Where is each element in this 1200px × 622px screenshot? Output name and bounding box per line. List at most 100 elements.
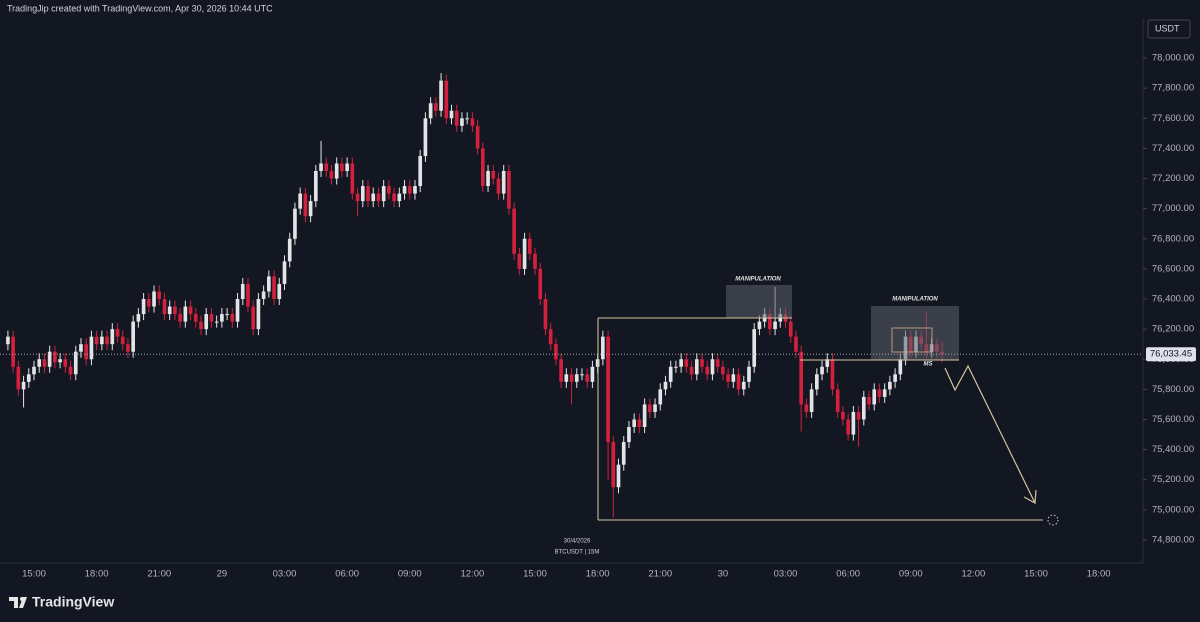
candle-body: [527, 238, 532, 254]
candle-body: [334, 163, 339, 179]
candle-body: [350, 163, 355, 194]
logo-icon[interactable]: [20, 597, 24, 601]
target-marker: [1047, 514, 1059, 526]
currency[interactable]: USDT: [1155, 23, 1180, 33]
zone-box: [871, 306, 959, 360]
x-tick-label: 30: [718, 569, 729, 580]
y-tick-label: 75,400.00: [1152, 444, 1194, 455]
candle-body: [564, 374, 569, 382]
candles: [6, 73, 944, 518]
x-tick-label: 06:00: [335, 569, 359, 580]
candle-body: [110, 329, 115, 345]
candle-body: [637, 419, 642, 428]
candle-body: [590, 366, 595, 382]
x-tick-label: 29: [217, 569, 228, 580]
candle-body: [246, 283, 250, 307]
x-tick-label: 21:00: [648, 569, 672, 580]
candle-body: [882, 389, 887, 397]
candle-body: [554, 344, 558, 360]
candle-body: [11, 336, 15, 367]
attribution: TradingJip created with TradingView.com,…: [7, 3, 273, 13]
candle-body: [533, 253, 537, 269]
footer-logo[interactable]: TradingView: [9, 594, 114, 610]
candle-body: [329, 171, 334, 179]
y-tick-label: 76,600.00: [1152, 263, 1194, 274]
candle-body: [63, 359, 68, 367]
y-tick-label: 75,200.00: [1152, 474, 1194, 485]
candle-body: [449, 110, 454, 119]
candle-body: [387, 186, 391, 194]
candle-body: [616, 464, 621, 488]
candle-body: [475, 125, 480, 149]
logo-text[interactable]: TradingView: [32, 594, 114, 610]
candle-body: [684, 359, 689, 367]
candle-body: [851, 411, 856, 435]
candle-body: [293, 208, 297, 239]
candle-body: [73, 351, 78, 375]
candle-body: [736, 374, 741, 390]
candle-body: [303, 193, 308, 217]
candle-body: [809, 389, 814, 412]
candle-body: [413, 186, 417, 194]
candle-body: [272, 276, 276, 300]
candle-body: [522, 238, 527, 269]
candle-body: [721, 366, 725, 375]
candle-body: [319, 163, 323, 172]
candle-body: [423, 118, 428, 156]
candle-body: [324, 163, 329, 172]
candle-body: [830, 359, 835, 390]
candle-body: [355, 193, 360, 202]
candle-body: [543, 299, 548, 330]
last-price-label: 76,033.45: [1150, 349, 1192, 360]
candle-body: [517, 253, 522, 269]
candle-body: [846, 419, 850, 435]
drawings: [597, 285, 1059, 526]
candle-body: [16, 366, 21, 390]
y-tick-label: 75,000.00: [1152, 504, 1194, 515]
x-tick-label: 12:00: [961, 569, 985, 580]
candle-body: [21, 381, 26, 390]
candle-body: [146, 299, 151, 307]
candle-body: [773, 321, 777, 330]
candle-body: [444, 80, 449, 119]
arrow-head: [1023, 489, 1037, 504]
candle-body: [434, 103, 438, 111]
candle-body: [199, 321, 203, 330]
candle-body: [26, 374, 31, 382]
candle-body: [167, 306, 172, 315]
y-tick-label: 74,800.00: [1152, 534, 1194, 545]
candle-body: [538, 268, 543, 300]
candle-body: [663, 381, 668, 390]
candle-body: [313, 171, 318, 202]
candle-body: [642, 404, 647, 428]
candle-body: [898, 359, 903, 375]
candle-body: [585, 374, 590, 382]
candle-body: [256, 299, 261, 330]
candle-body: [209, 314, 214, 322]
currency-box[interactable]: [1147, 19, 1191, 39]
candle-body: [794, 336, 798, 352]
candle-body: [627, 427, 631, 443]
candle-body: [178, 314, 182, 322]
y-tick-label: 76,800.00: [1152, 233, 1194, 244]
x-tick-label: 15:00: [1024, 569, 1048, 580]
candle-body: [220, 314, 224, 322]
candle-body: [480, 148, 485, 187]
x-tick-label: 09:00: [899, 569, 923, 580]
y-tick-label: 75,600.00: [1152, 414, 1194, 425]
candle-body: [183, 306, 188, 322]
candle-body: [152, 291, 156, 307]
candle-body: [872, 389, 877, 405]
candle-body: [84, 344, 89, 360]
candle-body: [741, 381, 746, 390]
candle-body: [407, 186, 412, 194]
candle-body: [37, 359, 42, 367]
x-tick-label: 15:00: [22, 569, 46, 580]
candle-body: [79, 344, 83, 352]
candle-body: [460, 118, 464, 126]
candle-body: [653, 404, 657, 412]
candle-body: [465, 118, 469, 120]
candle-body: [501, 171, 506, 194]
candle-body: [726, 374, 730, 382]
